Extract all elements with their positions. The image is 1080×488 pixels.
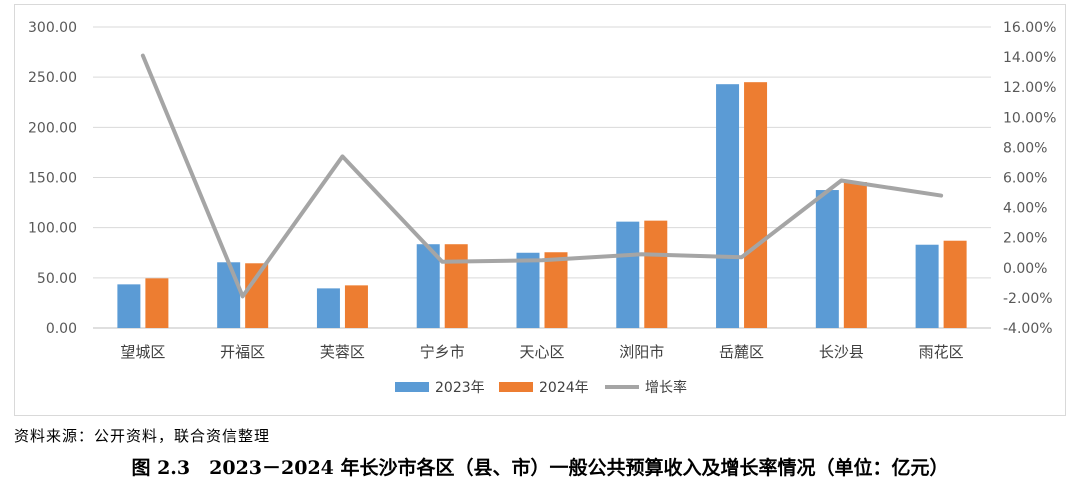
bar-2023年 [117, 284, 141, 328]
bar-2023年 [217, 262, 241, 328]
bar-2024年 [245, 263, 269, 328]
bar-2023年 [815, 190, 839, 328]
legend: 2023年 2024年 增长率 [395, 379, 687, 396]
right-tick-label: 2.00% [1003, 231, 1047, 247]
bar-2023年 [316, 288, 340, 328]
legend-label: 2023年 [435, 380, 485, 396]
bar-2023年 [915, 244, 939, 328]
left-tick-label: 50.00 [37, 271, 77, 287]
category-label: 天心区 [519, 343, 564, 361]
category-label: 岳麓区 [719, 343, 764, 361]
category-label: 望城区 [120, 343, 165, 361]
bar-2024年 [344, 285, 368, 328]
right-tick-label: 0.00% [1003, 261, 1047, 277]
growth-rate-line [140, 53, 944, 299]
source-note: 资料来源：公开资料，联合资信整理 [14, 427, 271, 445]
right-tick-label: 6.00% [1003, 171, 1047, 187]
bar-layer [117, 82, 967, 328]
bar-2024年 [544, 252, 568, 328]
bar-2023年 [616, 221, 640, 328]
bar-2024年 [843, 182, 867, 328]
right-tick-label: 4.00% [1003, 201, 1047, 217]
right-tick-label: 8.00% [1003, 140, 1047, 156]
bar-2024年 [145, 278, 169, 328]
left-tick-label: 100.00 [28, 221, 77, 237]
chart-frame: 0.00 50.00 100.00 150.00 200.00 250.00 300.00 … [14, 4, 1066, 416]
category-label: 雨花区 [919, 343, 964, 361]
left-tick-label: 0.00 [46, 321, 77, 337]
right-tick-label: 10.00% [1003, 110, 1056, 126]
bar-2024年 [644, 220, 668, 328]
bar-2024年 [744, 82, 768, 328]
chart: 0.0050.00100.00150.00200.00250.00300.00 … [28, 20, 1056, 396]
bar-2023年 [416, 244, 440, 328]
right-tick-label: 16.00% [1003, 20, 1056, 36]
legend-swatch [499, 382, 533, 392]
category-labels: 望城区 开福区 芙蓉区 宁乡市 天心区 浏阳市 岳麓区 长沙县 雨花区 [120, 343, 963, 361]
left-axis-ticks: 0.00 50.00 100.00 150.00 200.00 250.00 300.00 [28, 20, 77, 337]
legend-swatch [395, 382, 429, 392]
category-label: 开福区 [220, 343, 265, 361]
bar-2024年 [943, 240, 967, 328]
category-label: 宁乡市 [420, 343, 465, 361]
left-tick-label: 250.00 [28, 70, 77, 86]
left-tick-label: 150.00 [28, 171, 77, 187]
category-label: 浏阳市 [619, 343, 664, 361]
bar-2023年 [716, 84, 740, 328]
bar-2023年 [516, 252, 540, 328]
category-label: 长沙县 [819, 343, 864, 361]
figure-caption: 图 2.3 2023－2024 年长沙市各区（县、市）一般公共预算收入及增长率情… [131, 457, 949, 479]
legend-label: 增长率 [645, 379, 687, 396]
right-tick-label: -2.00% [1003, 291, 1053, 307]
gridlines [93, 26, 991, 329]
legend-label: 2024年 [539, 380, 589, 396]
right-axis-ticks: -4.00% -2.00% 0.00% 2.00% 4.00% 6.00% 8.00% 10.… [1003, 20, 1056, 337]
growth-line-layer [140, 53, 944, 299]
category-label: 芙蓉区 [320, 343, 365, 361]
left-tick-label: 300.00 [28, 20, 77, 36]
right-tick-label: -4.00% [1003, 321, 1053, 337]
right-tick-label: 14.00% [1003, 50, 1056, 66]
left-tick-label: 200.00 [28, 120, 77, 136]
right-tick-label: 12.00% [1003, 80, 1056, 96]
bar-2024年 [444, 244, 468, 328]
